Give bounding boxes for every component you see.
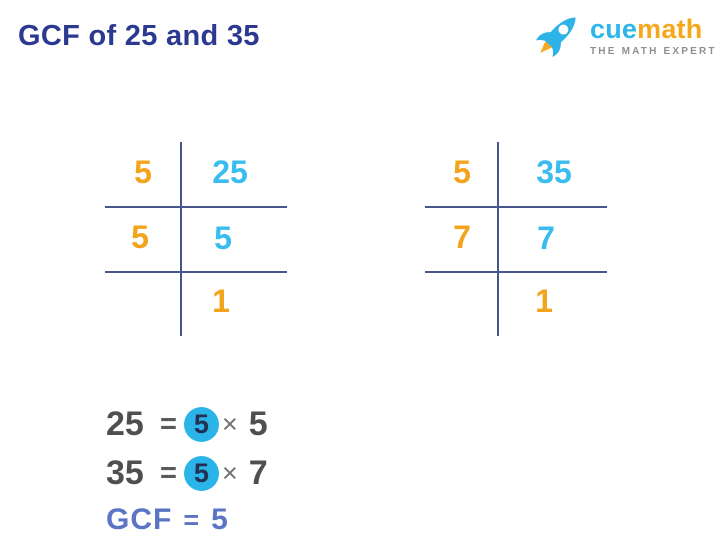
multiply-sign: × <box>221 457 238 488</box>
logo-text: cuemath THE MATH EXPERT <box>590 7 717 57</box>
equation-lhs: 35 <box>106 453 144 492</box>
brand-math: math <box>637 14 703 44</box>
dividend-cell: 7 <box>537 220 555 256</box>
equation-row-35: 35 = 5 × 7 <box>106 454 268 492</box>
common-factor-value: 5 <box>193 457 209 488</box>
divisor-cell: 7 <box>453 219 471 255</box>
dividend-cell: 5 <box>214 220 232 256</box>
divisor-cell: 5 <box>134 154 152 190</box>
ladder-vertical-line <box>497 142 499 336</box>
ladder-horizontal-line <box>425 271 607 273</box>
other-factor: 5 <box>248 404 268 443</box>
page-title: GCF of 25 and 35 <box>18 20 260 52</box>
brand-name: cuemath <box>590 15 717 43</box>
gcf-label: GCF <box>106 503 173 536</box>
rocket-icon <box>536 17 576 57</box>
common-factor-value: 5 <box>193 408 209 439</box>
divisor-cell: 5 <box>131 219 149 255</box>
result-cell: 1 <box>535 283 553 319</box>
cuemath-logo: cuemath THE MATH EXPERT <box>531 7 717 63</box>
ladder-horizontal-line <box>425 206 607 208</box>
equation-row-25: 25 = 5 × 5 <box>106 405 268 443</box>
gcf-value: 5 <box>211 503 229 536</box>
ladder-horizontal-line <box>105 271 287 273</box>
gcf-result-line: GCF = 5 <box>106 503 268 537</box>
ladder-vertical-line <box>180 142 182 336</box>
other-factor: 7 <box>248 453 268 492</box>
dividend-cell: 35 <box>536 154 572 190</box>
dividend-cell: 25 <box>212 154 248 190</box>
brand-cue: cue <box>590 14 638 44</box>
equals-sign: = <box>160 456 177 489</box>
division-ladder-25: 5 25 5 5 1 <box>105 140 297 342</box>
brand-tagline: THE MATH EXPERT <box>590 46 717 57</box>
multiply-sign: × <box>221 408 238 439</box>
common-factor-circle: 5 <box>183 406 219 442</box>
division-ladder-35: 5 35 7 7 1 <box>425 140 617 342</box>
factorization-equations: 25 = 5 × 5 35 = 5 × 7 GCF = 5 <box>106 405 268 537</box>
ladder-horizontal-line <box>105 206 287 208</box>
equals-sign: = <box>160 407 177 440</box>
common-factor-circle: 5 <box>183 455 219 491</box>
equals-sign: = <box>183 504 201 535</box>
divisor-cell: 5 <box>453 154 471 190</box>
result-cell: 1 <box>212 283 230 319</box>
equation-lhs: 25 <box>106 404 144 443</box>
